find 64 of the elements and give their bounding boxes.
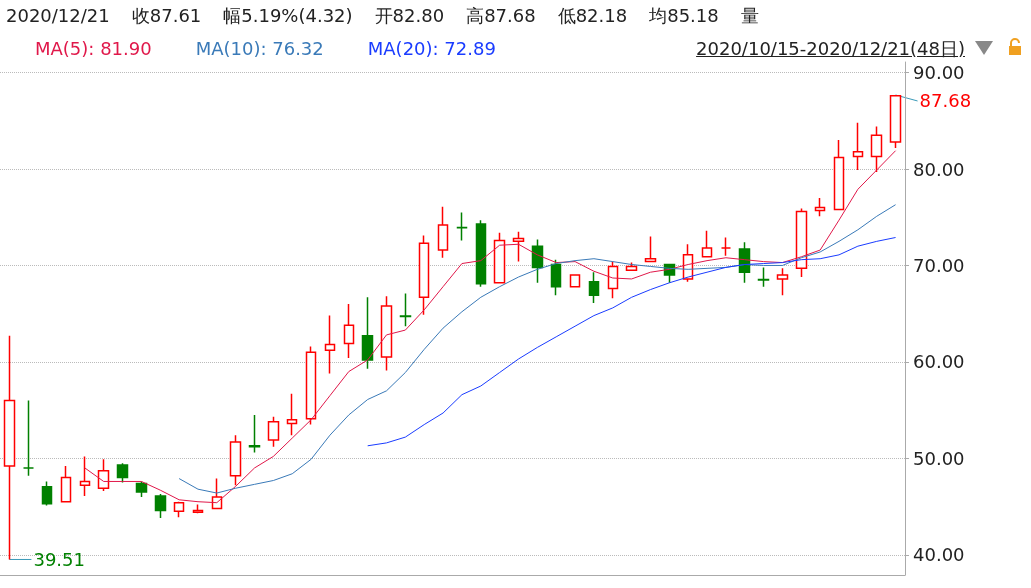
- candlestick: [79, 455, 91, 497]
- candlestick: [41, 480, 53, 507]
- candlestick: [116, 462, 129, 484]
- y-tick-label: 40.00: [913, 544, 965, 566]
- candlestick: [852, 122, 864, 171]
- candlestick: [135, 480, 148, 498]
- text: 低82.18: [557, 5, 628, 26]
- candlestick: [418, 234, 430, 316]
- text: 高87.68: [466, 5, 536, 26]
- candlestick: [757, 266, 770, 288]
- y-tick-label: 80.00: [913, 158, 965, 180]
- text: 87.68: [919, 90, 972, 112]
- candlestick: [380, 295, 393, 372]
- y-tick-label: 50.00: [913, 447, 965, 469]
- candlestick: [154, 493, 167, 519]
- candlestick: [173, 500, 185, 518]
- text: MA(10): 76.32: [195, 37, 324, 59]
- candlestick: [550, 258, 562, 297]
- text: 均85.18: [649, 5, 719, 26]
- text: MA(5): 81.90: [35, 37, 152, 59]
- candlestick: [192, 503, 204, 515]
- candlestick: [889, 94, 902, 149]
- text: MA(20): 72.89: [367, 37, 496, 59]
- candlestick: [97, 458, 110, 492]
- candlestick: [399, 292, 412, 327]
- candlestick: [248, 414, 261, 454]
- y-tick-label: 90.00: [913, 62, 965, 84]
- candlestick: [493, 231, 506, 284]
- candlestick: [833, 139, 845, 211]
- text: 2020/10/15-2020/12/21(48日): [696, 37, 965, 61]
- candlestick: [361, 296, 374, 370]
- candlestick: [795, 207, 808, 278]
- candlestick: [343, 303, 355, 359]
- candlestick: [870, 125, 883, 173]
- candlestick: [588, 271, 600, 304]
- line-series: [84, 150, 897, 504]
- annotation: 39.51: [33, 548, 85, 570]
- candlestick: [267, 416, 280, 448]
- candlestick: [3, 335, 16, 561]
- candlestick: [456, 211, 468, 242]
- candlestick: [324, 314, 336, 375]
- candlestick: [644, 235, 657, 263]
- text: 2020/12/21: [6, 5, 110, 26]
- text: 收87.61: [131, 5, 202, 26]
- candlestick: [531, 238, 544, 284]
- candlestick: [512, 230, 525, 263]
- candlestick: [475, 219, 487, 288]
- y-tick-label: 70.00: [913, 254, 965, 276]
- candlestick: [305, 345, 317, 426]
- candlestick: [776, 267, 789, 297]
- candlestick: [701, 230, 713, 258]
- candlestick: [229, 434, 242, 487]
- line-series: [367, 237, 897, 447]
- candlestick: [437, 205, 449, 259]
- text: 量: [740, 5, 759, 26]
- candlestick: [625, 261, 638, 272]
- text: 开82.80: [374, 5, 445, 26]
- y-tick-label: 60.00: [913, 351, 965, 373]
- line-series: [178, 204, 897, 494]
- candlestick: [814, 197, 826, 218]
- candlestick: [286, 392, 298, 436]
- candlestick: [60, 465, 72, 503]
- text: 幅5.19%(4.32): [223, 5, 353, 26]
- candlestick: [569, 274, 581, 288]
